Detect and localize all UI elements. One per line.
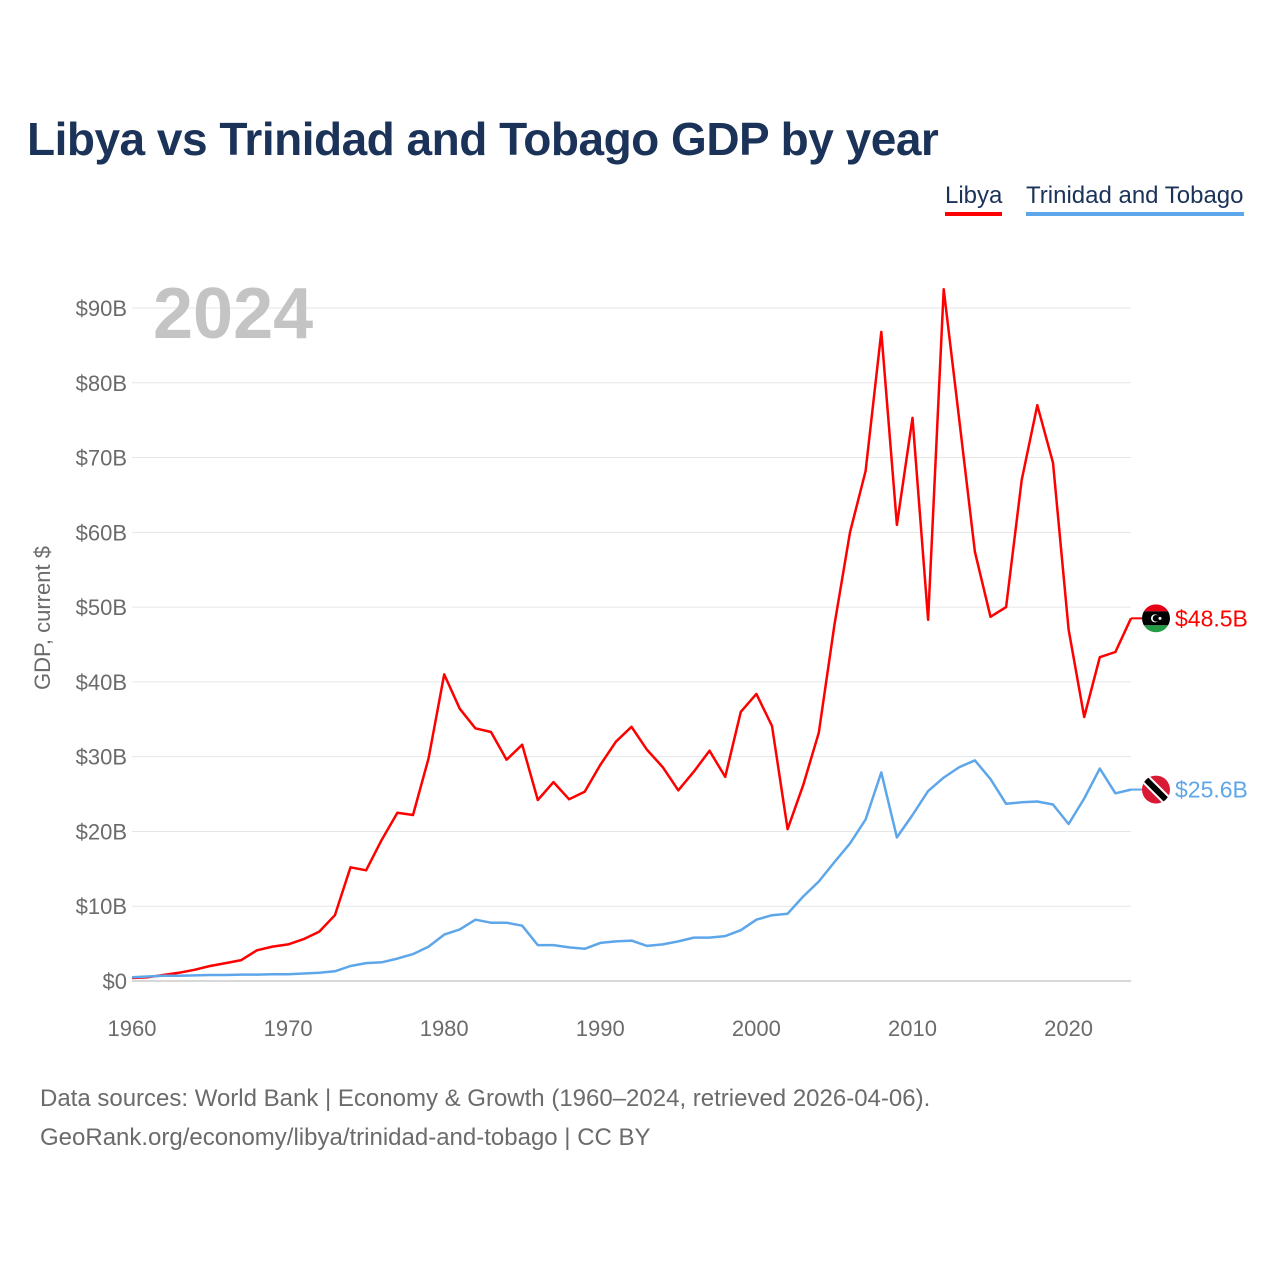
flag-stripe [1142,625,1170,633]
x-tick-label: 1980 [420,1016,469,1041]
flag-body [1142,775,1170,804]
y-tick-label: $90B [76,296,127,321]
y-tick-label: $20B [76,819,127,844]
flag-band-black [1142,775,1170,804]
x-tick-label: 2020 [1044,1016,1093,1041]
flag-body [1142,604,1170,633]
y-tick-label: $10B [76,894,127,919]
series-line-libya [131,288,1133,980]
y-tick-label: $0 [103,969,127,994]
source-link[interactable]: GeoRank.org/economy/libya/trinidad-and-t… [40,1124,651,1151]
x-tick-label: 2000 [732,1016,781,1041]
source-text: Data sources: World Bank | Economy & Gro… [40,1085,931,1112]
end-value-label: $48.5B [1175,605,1248,631]
y-axis-title: GDP, current $ [30,546,55,690]
x-tick-label: 1960 [108,1016,157,1041]
y-tick-label: $80B [76,371,127,396]
flag-stripe [1142,604,1170,612]
libya-flag-icon [1142,604,1170,633]
y-tick-label: $40B [76,670,127,695]
trinidad-flag-icon [1142,775,1170,804]
end-value-label: $25.6B [1175,777,1248,803]
y-tick-label: $30B [76,745,127,770]
crescent-cut [1152,615,1160,622]
y-tick-label: $60B [76,520,127,545]
x-tick-label: 1970 [264,1016,313,1041]
x-tick-label: 1990 [576,1016,625,1041]
y-tick-label: $50B [76,595,127,620]
star-icon [1158,616,1162,620]
year-watermark: 2024 [153,274,313,354]
legend-item-trinidad-and-tobago[interactable]: Trinidad and Tobago [1026,182,1244,216]
series-line-trinidad-and-tobago [131,759,1132,979]
y-tick-label: $70B [76,446,127,471]
chart-title: Libya vs Trinidad and Tobago GDP by year [27,113,939,165]
legend-item-libya[interactable]: Libya [945,182,1003,216]
x-tick-label: 2010 [888,1016,937,1041]
